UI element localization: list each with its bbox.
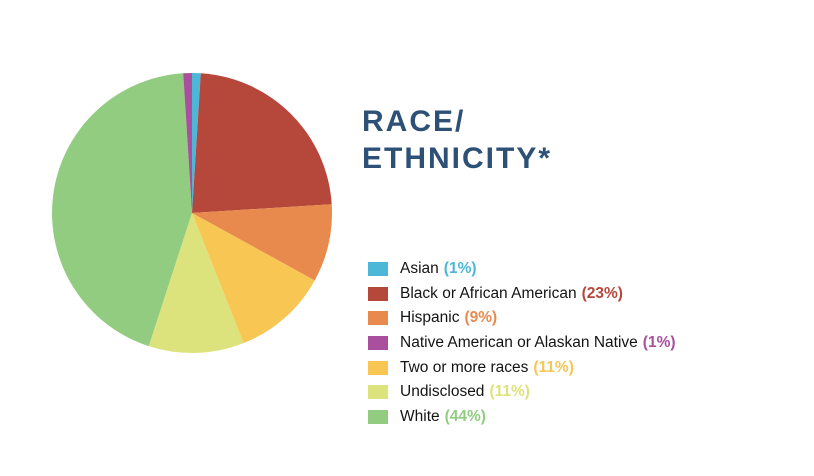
pie-slice-undisclosed (148, 213, 244, 354)
legend-percent: (1%) (642, 334, 676, 352)
legend-swatch (368, 336, 388, 351)
legend-swatch (368, 409, 388, 424)
pie-slice-native-american-or-alaskan-native (183, 73, 192, 213)
legend-percent: (11%) (489, 383, 530, 401)
pie-slice-two-or-more-races (192, 213, 315, 344)
legend-item-native-american-or-alaskan-native: Native American or Alaskan Native (1%) (368, 331, 676, 356)
legend-label: Undisclosed (400, 383, 485, 401)
chart-title: RACE/ ETHNICITY* (362, 103, 552, 177)
legend-percent: (11%) (533, 358, 574, 376)
legend: Asian (1%) Black or African American (23%) H… (368, 257, 676, 429)
legend-percent: (44%) (444, 407, 486, 425)
legend-label: Two or more races (400, 358, 529, 376)
legend-percent: (9%) (464, 309, 498, 327)
pie-slice-black-or-african-american (192, 73, 332, 213)
legend-swatch (368, 311, 388, 326)
legend-swatch (368, 286, 388, 301)
pie-slice-hispanic (192, 204, 332, 281)
pie-slice-asian (192, 73, 201, 213)
legend-item-white: White (44%) (368, 405, 676, 430)
chart-title-line1: RACE/ (362, 105, 466, 138)
legend-label: Black or African American (400, 284, 577, 302)
legend-swatch (368, 262, 388, 277)
legend-percent: (23%) (581, 284, 623, 302)
legend-label: Hispanic (400, 309, 460, 327)
legend-item-black-or-african-american: Black or African American (23%) (368, 282, 676, 307)
pie-chart (52, 73, 332, 354)
legend-label: White (400, 407, 440, 425)
legend-swatch (368, 360, 388, 375)
legend-item-two-or-more-races: Two or more races (11%) (368, 355, 676, 380)
legend-label: Native American or Alaskan Native (400, 334, 638, 352)
legend-item-undisclosed: Undisclosed (11%) (368, 380, 676, 405)
legend-item-hispanic: Hispanic (9%) (368, 306, 676, 331)
chart-title-line2: ETHNICITY* (362, 142, 553, 175)
legend-item-asian: Asian (1%) (368, 257, 676, 282)
legend-label: Asian (400, 260, 439, 278)
legend-percent: (1%) (443, 260, 477, 278)
pie-slice-white (52, 73, 192, 347)
legend-swatch (368, 385, 388, 400)
